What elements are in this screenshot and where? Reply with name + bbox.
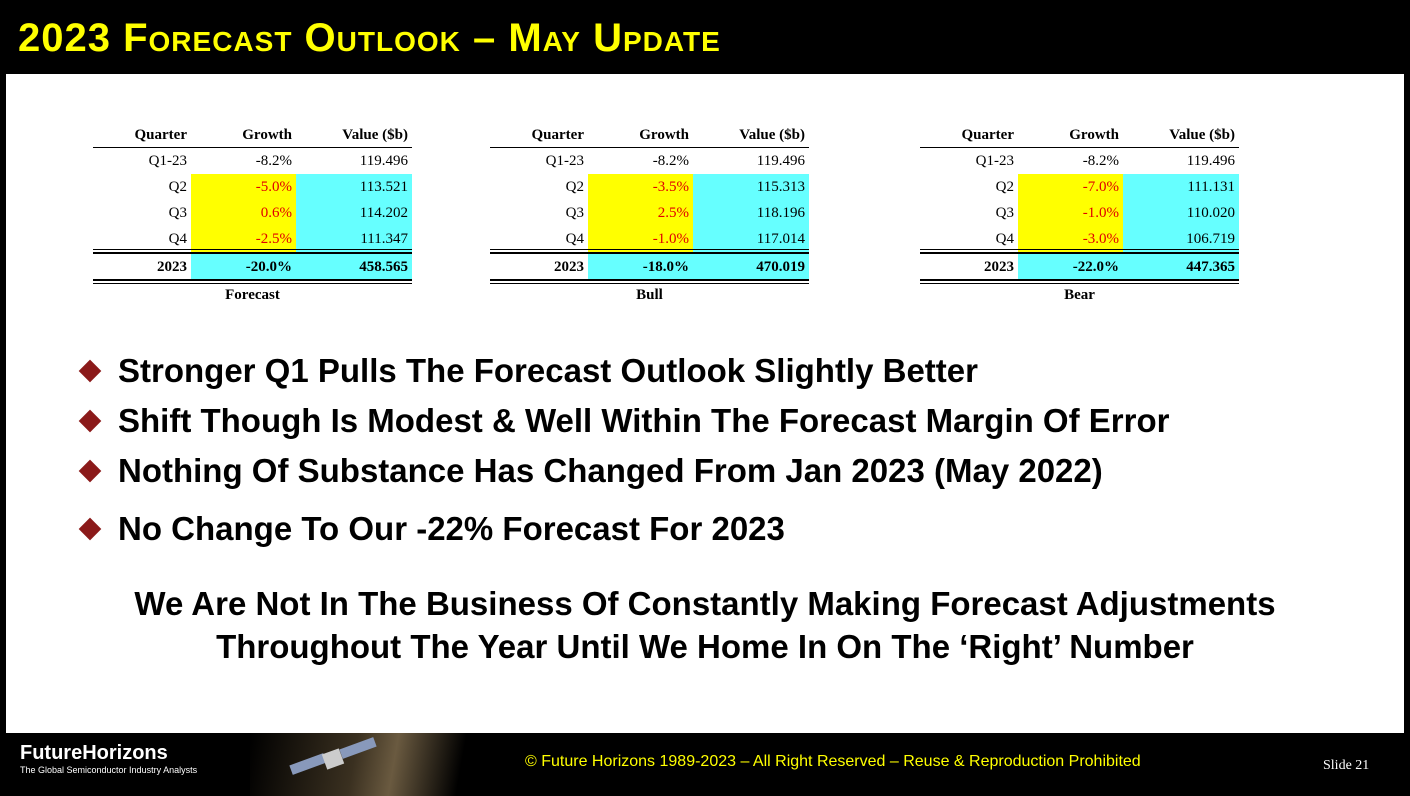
table-cell: -8.2% <box>652 153 689 169</box>
table-cell: 111.131 <box>1123 174 1239 200</box>
rule <box>920 283 1239 284</box>
table-cell: Q1-23 <box>545 153 584 169</box>
total-cell: 458.565 <box>296 254 412 280</box>
table-cell: 2.5% <box>588 200 693 226</box>
bullet-text: Shift Though Is Modest & Well Within The… <box>118 402 1170 439</box>
table-cell: Q2 <box>995 179 1014 195</box>
table-cell: 118.196 <box>693 200 809 226</box>
statement-line: Throughout The Year Until We Home In On … <box>216 628 1194 665</box>
table-cell: -5.0% <box>191 174 296 200</box>
column-header: Value ($b) <box>739 127 805 143</box>
table-cell: 106.719 <box>1123 226 1239 252</box>
column-header: Value ($b) <box>1169 127 1235 143</box>
table-caption: Forecast <box>225 287 280 303</box>
table-cell: Q4 <box>995 231 1014 247</box>
rule <box>920 147 1239 148</box>
table-cell: -1.0% <box>1018 200 1123 226</box>
table-cell: -1.0% <box>588 226 693 252</box>
table-cell: -2.5% <box>191 226 296 252</box>
table-cell: Q2 <box>565 179 584 195</box>
total-cell: 470.019 <box>693 254 809 280</box>
rule <box>490 147 809 148</box>
bullet-text: Stronger Q1 Pulls The Forecast Outlook S… <box>118 352 978 389</box>
slide-number: Slide 21 <box>1323 758 1370 773</box>
column-header: Quarter <box>961 127 1014 143</box>
table-cell: Q2 <box>168 179 187 195</box>
total-cell: 2023 <box>157 259 187 275</box>
table-cell: -8.2% <box>255 153 292 169</box>
rule <box>920 279 1239 281</box>
total-cell: 2023 <box>554 259 584 275</box>
table-cell: Q1-23 <box>975 153 1014 169</box>
table-cell: 113.521 <box>296 174 412 200</box>
slide-title: 2023 Forecast Outlook – May Update <box>18 16 721 60</box>
table-cell: -8.2% <box>1082 153 1119 169</box>
rule <box>920 252 1239 254</box>
table-cell: 114.202 <box>296 200 412 226</box>
rule <box>93 147 412 148</box>
rule <box>93 252 412 254</box>
table-cell: -7.0% <box>1018 174 1123 200</box>
total-cell: -20.0% <box>191 254 296 280</box>
table-cell: 115.313 <box>693 174 809 200</box>
table-cell: 119.496 <box>1186 153 1235 169</box>
column-header: Growth <box>639 127 689 143</box>
brand: FutureHorizons <box>20 742 168 764</box>
table-cell: -3.5% <box>588 174 693 200</box>
rule <box>490 249 809 250</box>
table-cell: Q3 <box>168 205 187 221</box>
tagline: The Global Semiconductor Industry Analys… <box>20 765 198 775</box>
table-cell: 119.496 <box>756 153 805 169</box>
table-cell: Q3 <box>565 205 584 221</box>
bullet-text: Nothing Of Substance Has Changed From Ja… <box>118 452 1103 489</box>
column-header: Quarter <box>531 127 584 143</box>
rule <box>93 283 412 284</box>
column-header: Value ($b) <box>342 127 408 143</box>
total-cell: 447.365 <box>1123 254 1239 280</box>
column-header: Quarter <box>134 127 187 143</box>
total-cell: -22.0% <box>1018 254 1123 280</box>
rule <box>93 249 412 250</box>
total-cell: 2023 <box>984 259 1014 275</box>
statement-line: We Are Not In The Business Of Constantly… <box>134 585 1276 622</box>
table-cell: 110.020 <box>1123 200 1239 226</box>
rule <box>920 249 1239 250</box>
table-cell: -3.0% <box>1018 226 1123 252</box>
rule <box>490 279 809 281</box>
bullet-text: No Change To Our -22% Forecast For 2023 <box>118 510 785 547</box>
table-caption: Bear <box>1064 287 1095 303</box>
column-header: Growth <box>242 127 292 143</box>
satellite-icon <box>289 737 377 775</box>
rule <box>490 252 809 254</box>
total-cell: -18.0% <box>588 254 693 280</box>
table-cell: Q1-23 <box>148 153 187 169</box>
table-cell: 111.347 <box>296 226 412 252</box>
table-cell: 119.496 <box>359 153 408 169</box>
copyright: © Future Horizons 1989-2023 – All Right … <box>525 753 1141 770</box>
rule <box>490 283 809 284</box>
table-cell: 117.014 <box>693 226 809 252</box>
rule <box>93 279 412 281</box>
table-caption: Bull <box>636 287 663 303</box>
column-header: Growth <box>1069 127 1119 143</box>
table-cell: Q4 <box>565 231 584 247</box>
table-cell: 0.6% <box>191 200 296 226</box>
table-cell: Q3 <box>995 205 1014 221</box>
table-cell: Q4 <box>168 231 187 247</box>
